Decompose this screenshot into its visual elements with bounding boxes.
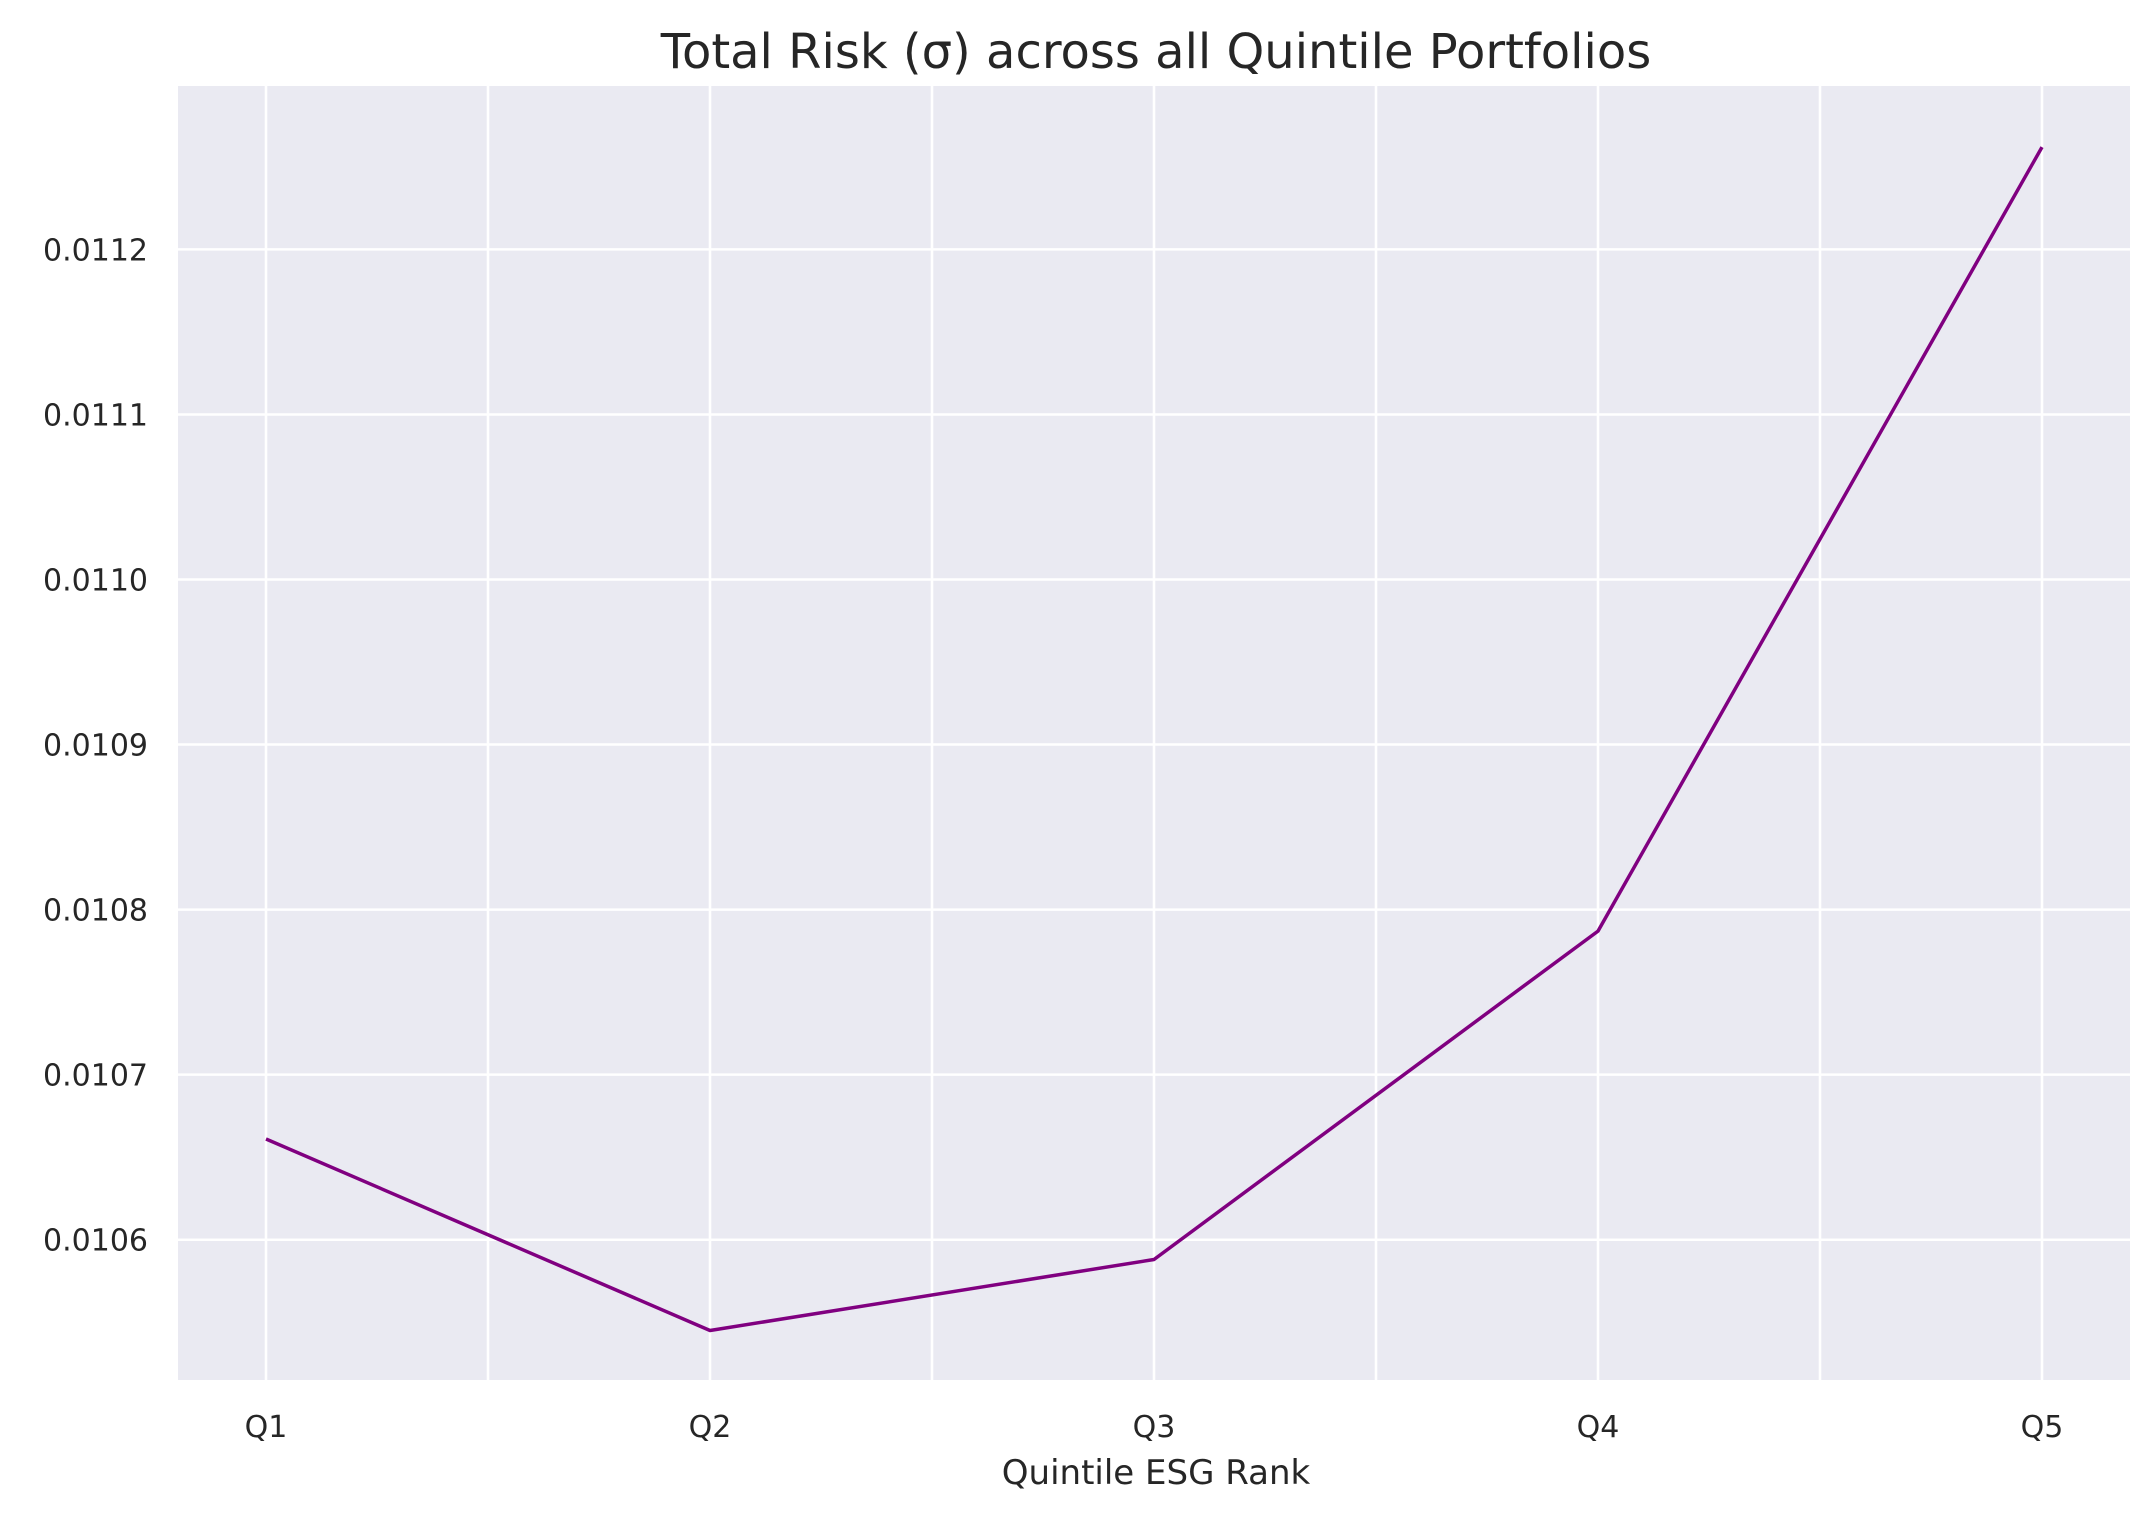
x-tick-label: Q1: [245, 1410, 288, 1445]
chart-title: Total Risk (σ) across all Quintile Portf…: [660, 24, 1651, 80]
y-tick-label: 0.0108: [43, 894, 148, 929]
grid-lines: [178, 86, 2130, 1380]
x-tick-label: Q2: [689, 1410, 732, 1445]
y-tick-label: 0.0109: [43, 729, 148, 764]
x-axis-label: Quintile ESG Rank: [1002, 1453, 1311, 1493]
y-tick-label: 0.0106: [43, 1224, 148, 1259]
y-tick-label: 0.0111: [43, 399, 148, 434]
series-layer: [265, 146, 2044, 1333]
x-tick-label: Q3: [1133, 1410, 1176, 1445]
y-tick-label: 0.0112: [43, 233, 148, 268]
y-tick-labels: 0.0106 0.0107 0.0108 0.0109 0.0110 0.0111 0.01…: [43, 233, 148, 1258]
x-tick-label: Q4: [1577, 1410, 1620, 1445]
y-tick-label: 0.0107: [43, 1059, 148, 1094]
x-tick-labels: Q1 Q2 Q3 Q4 Q5: [245, 1410, 2064, 1445]
series-line: [265, 146, 2044, 1333]
y-tick-label: 0.0110: [43, 564, 148, 599]
x-tick-label: Q5: [2021, 1410, 2064, 1445]
